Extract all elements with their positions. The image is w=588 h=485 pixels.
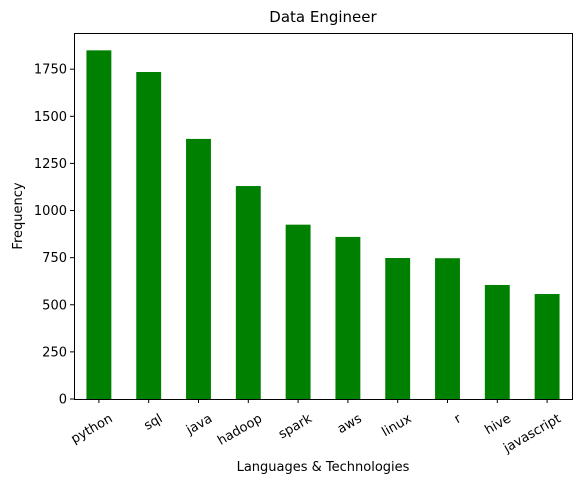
y-tick-label: 750	[42, 251, 67, 266]
plot-frame	[74, 33, 573, 400]
y-tick-label: 250	[42, 345, 67, 360]
y-tick-label: 500	[42, 298, 67, 313]
x-tick-label: python	[69, 411, 116, 447]
bar-spark	[285, 224, 311, 399]
bar-python	[86, 50, 112, 399]
y-tick-label: 0	[59, 393, 67, 408]
y-tick-label: 1000	[34, 204, 67, 219]
x-tick-label: linux	[380, 411, 415, 440]
y-tick-label: 1250	[34, 157, 67, 172]
x-tick-label: hadoop	[215, 411, 265, 448]
bar-java	[186, 138, 211, 400]
y-tick-label: 1750	[34, 63, 67, 78]
bar-aws	[335, 236, 361, 399]
bar-sql	[136, 72, 162, 399]
x-tick-label: spark	[276, 411, 315, 442]
y-axis-label: Frequency	[11, 182, 26, 249]
bar-series	[86, 50, 560, 400]
x-tick-label: java	[183, 411, 215, 438]
x-tick-label: hive	[482, 411, 513, 438]
bar-hive	[484, 284, 510, 399]
bar-javascript	[534, 294, 560, 399]
x-tick-label: r	[452, 411, 465, 427]
x-axis-label: Languages & Technologies	[237, 460, 410, 475]
x-tick-label: aws	[335, 411, 365, 437]
bar-hadoop	[235, 186, 261, 399]
y-tick-label: 1500	[34, 110, 67, 125]
bar-r	[435, 258, 460, 399]
y-axis-ticks: 0 250 500 750 1000 1250 1500 1750	[34, 63, 74, 408]
x-tick-label: sql	[142, 411, 166, 433]
bar-linux	[385, 258, 411, 399]
chart-title: Data Engineer	[269, 8, 377, 26]
x-axis-ticks: python sql java hadoop spark aws linux r hivejav…	[69, 399, 564, 457]
